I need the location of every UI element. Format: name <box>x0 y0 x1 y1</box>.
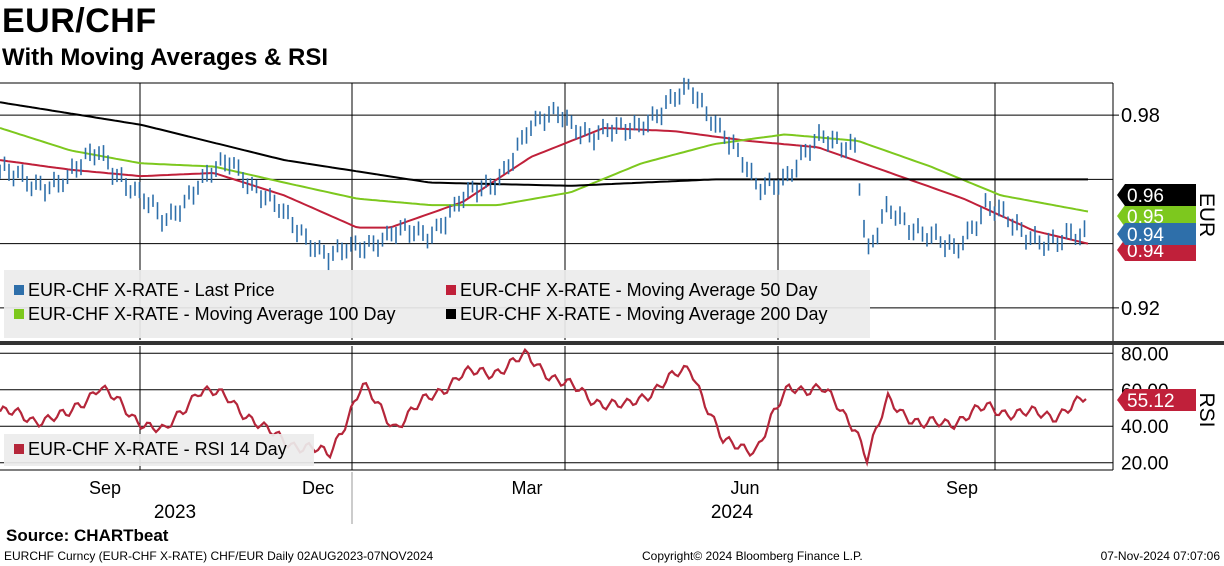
rsi-last-value-tag <box>1117 389 1196 411</box>
chart-title: EUR/CHF <box>2 2 157 40</box>
legend-label: EUR-CHF X-RATE - RSI 14 Day <box>28 439 287 459</box>
price-legend-box <box>4 270 870 338</box>
copyright-note: Copyright© 2024 Bloomberg Finance L.P. <box>642 549 863 563</box>
rsi-y-tick-label: 40.00 <box>1121 417 1169 438</box>
x-tick-label: Jun <box>730 478 759 498</box>
panel-separator <box>0 341 1224 345</box>
y-tick-label: 0.92 <box>1121 298 1160 320</box>
chart-area: 0.920.9820.0040.0060.0080.00EURRSISepDec… <box>0 77 1224 524</box>
source-note: Source: CHARTbeat <box>6 526 169 545</box>
rsi-y-tick-label: 80.00 <box>1121 344 1169 365</box>
chart-subtitle: With Moving Averages & RSI <box>2 44 329 71</box>
timestamp: 07-Nov-2024 07:07:06 <box>1100 549 1220 563</box>
price-axis-label: EUR <box>1195 193 1218 237</box>
legend-swatch <box>14 309 24 319</box>
ticker-info: EURCHF Curncy (EUR-CHF X-RATE) CHF/EUR D… <box>4 549 434 563</box>
rsi-legend-box <box>4 434 314 466</box>
x-tick-label: Sep <box>89 478 121 498</box>
rsi-last-value-label: 55.12 <box>1127 391 1175 412</box>
legend-label: EUR-CHF X-RATE - Moving Average 100 Day <box>28 304 395 324</box>
last-value-tag <box>1117 205 1196 227</box>
y-tick-label: 0.98 <box>1121 105 1160 127</box>
legend-label: EUR-CHF X-RATE - Moving Average 200 Day <box>460 304 827 324</box>
last-value-tag <box>1117 223 1196 245</box>
legend-swatch <box>14 444 24 454</box>
rsi-y-tick-label: 20.00 <box>1121 454 1169 475</box>
year-label: 2023 <box>154 502 196 523</box>
x-tick-label: Dec <box>302 478 334 498</box>
legend-label: EUR-CHF X-RATE - Moving Average 50 Day <box>460 280 817 300</box>
rsi-line <box>0 347 1087 467</box>
legend-swatch <box>14 285 24 295</box>
legend-swatch <box>446 285 456 295</box>
legend-label: EUR-CHF X-RATE - Last Price <box>28 280 275 300</box>
last-value-label: 0.94 <box>1127 241 1164 262</box>
last-value-label: 0.95 <box>1127 207 1164 228</box>
last-value-tag <box>1117 184 1196 206</box>
legend-swatch <box>446 309 456 319</box>
year-label: 2024 <box>711 502 754 523</box>
rsi-axis-label: RSI <box>1195 392 1218 427</box>
last-value-label: 0.94 <box>1127 225 1164 246</box>
last-value-label: 0.96 <box>1127 186 1164 207</box>
x-tick-label: Mar <box>512 478 543 498</box>
ma100-line <box>0 127 1089 213</box>
x-tick-label: Sep <box>946 478 978 498</box>
ma200-line <box>0 101 1088 187</box>
